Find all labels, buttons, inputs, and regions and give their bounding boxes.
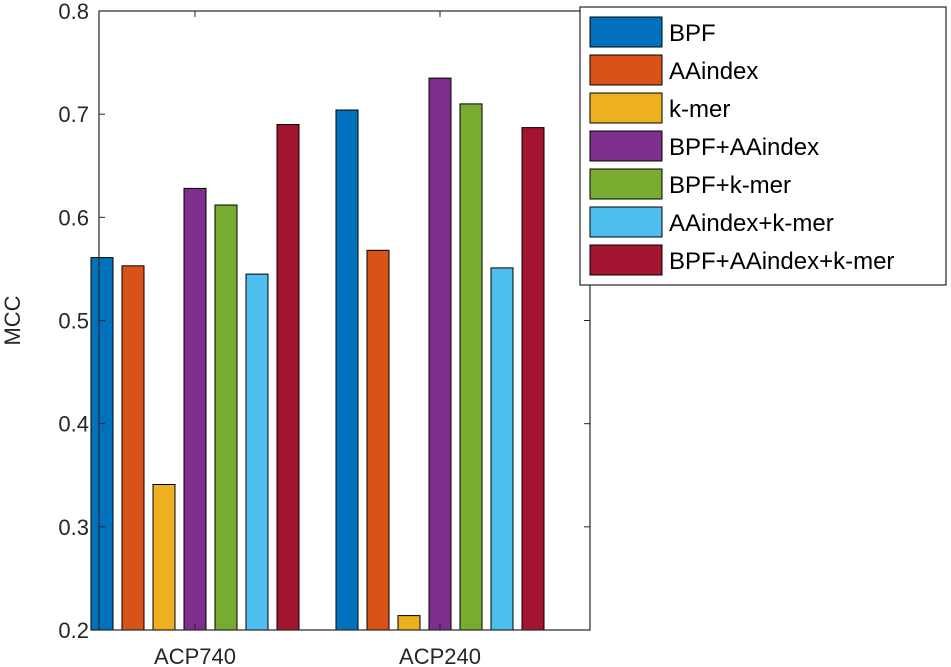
legend-label: BPF+AAindex [669, 134, 819, 161]
legend-label: k-mer [669, 96, 730, 123]
x-tick-label: ACP240 [399, 644, 481, 667]
legend-swatch-aaindex-k-mer [589, 206, 663, 238]
y-tick-label: 0.2 [58, 618, 89, 643]
y-tick-label: 0.6 [58, 205, 89, 230]
plot-area: 0.2 0.3 0.4 0.5 0.6 0.7 0.8 ACP740 ACP240 [58, 0, 591, 667]
legend-label: AAindex [669, 58, 758, 85]
bar-k-mer-acp740 [152, 484, 176, 631]
y-axis-ticks: 0.2 0.3 0.4 0.5 0.6 0.7 0.8 [58, 0, 590, 643]
legend-swatch-bpf [589, 16, 663, 48]
legend-swatch-k-mer [589, 92, 663, 124]
bar-bpf-acp740 [90, 257, 114, 631]
bar-k-mer-acp240 [397, 615, 421, 631]
legend-label: AAindex+k-mer [669, 210, 834, 237]
bar-bpf-k-mer-acp740 [214, 204, 238, 631]
bar-aaindex-k-mer-acp740 [245, 273, 269, 631]
y-tick-label: 0.7 [58, 102, 89, 127]
x-tick-label: ACP740 [154, 644, 236, 667]
bar-aaindex-acp240 [366, 249, 390, 631]
bar-bpf-aaindex-k-mer-acp740 [276, 124, 300, 631]
legend-swatch-bpf-k-mer [589, 168, 663, 200]
bar-bpf-k-mer-acp240 [459, 103, 483, 631]
x-axis-ticks: ACP740 ACP240 [154, 11, 481, 667]
legend-swatch-aaindex [589, 54, 663, 86]
bar-aaindex-acp740 [121, 265, 145, 631]
y-tick-label: 0.8 [58, 0, 89, 24]
legend-label: BPF+AAindex+k-mer [669, 248, 894, 275]
legend-swatch-bpf-aaindex [589, 130, 663, 162]
bar-aaindex-k-mer-acp240 [490, 267, 514, 631]
y-tick-label: 0.5 [58, 309, 89, 334]
bar-bpf-aaindex-acp740 [183, 187, 207, 631]
y-tick-label: 0.4 [58, 412, 89, 437]
legend-label: BPF [669, 20, 716, 47]
bar-bpf-aaindex-acp240 [428, 77, 452, 631]
y-axis-label: MCC [0, 295, 25, 345]
bars-group [90, 77, 545, 631]
legend-swatch-bpf-aaindex-k-mer [589, 244, 663, 276]
legend: BPF AAindex k-mer BPF+AAindex BPF+k-mer AAind… [579, 6, 947, 286]
bar-bpf-acp240 [335, 109, 359, 631]
legend-label: BPF+k-mer [669, 172, 791, 199]
y-tick-label: 0.3 [58, 515, 89, 540]
bar-bpf-aaindex-k-mer-acp240 [521, 127, 545, 631]
